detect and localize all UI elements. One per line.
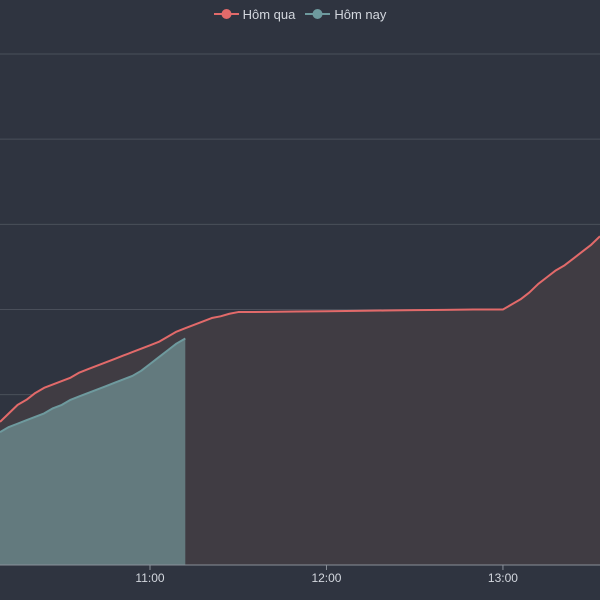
legend-marker-hom-nay-icon — [305, 9, 331, 19]
series-layer — [0, 235, 600, 566]
legend-dot-hom-nay — [312, 9, 323, 19]
chart-legend: Hôm qua Hôm nay — [0, 5, 600, 23]
series-line-hom-qua — [0, 235, 600, 423]
legend-item-hom-qua[interactable]: Hôm qua — [213, 5, 296, 23]
x-tick-label: 12:00 — [311, 571, 341, 585]
series-line-hom-nay — [0, 337, 186, 434]
legend-label-hom-nay: Hôm nay — [334, 6, 387, 22]
legend-item-hom-nay[interactable]: Hôm nay — [305, 5, 386, 23]
legend-dot-hom-qua — [221, 9, 232, 19]
x-tick-label: 13:00 — [488, 571, 518, 585]
x-tick-label: 11:00 — [135, 571, 164, 585]
x-axis: 11:00 12:00 13:00 — [0, 564, 600, 585]
legend-label-hom-qua: Hôm qua — [242, 6, 296, 22]
series-area-hom-nay — [0, 338, 186, 565]
legend-marker-hom-qua-icon — [213, 9, 239, 19]
